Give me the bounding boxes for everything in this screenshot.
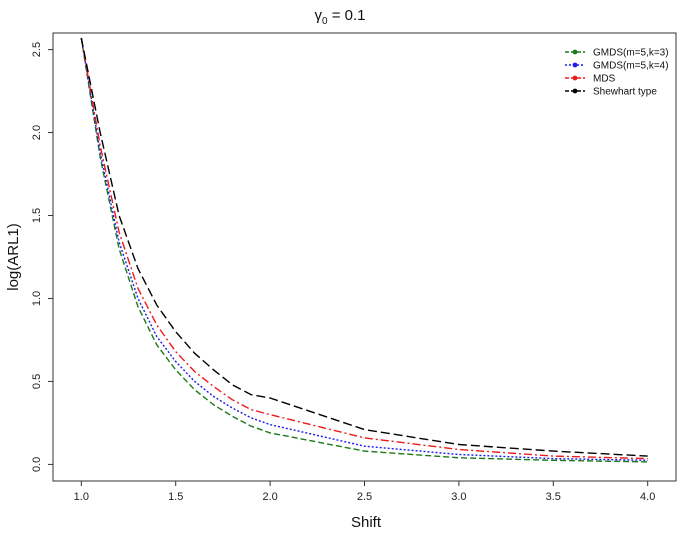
y-tick-label: 1.0 bbox=[31, 291, 43, 306]
chart-title: γ0 = 0.1 bbox=[314, 7, 365, 27]
legend-label-2: GMDS(m=5,k=4) bbox=[593, 61, 669, 72]
series-lines bbox=[80, 37, 648, 463]
series-line-2 bbox=[80, 37, 648, 461]
legend-marker-2 bbox=[572, 62, 578, 68]
legend: GMDS(m=5,k=3) GMDS(m=5,k=4) MDS Shewhart ty… bbox=[565, 48, 669, 98]
x-tick-label: 2.5 bbox=[357, 491, 372, 503]
y-axis: 0.0 0.5 1.0 1.5 2.0 2.5 bbox=[31, 42, 53, 472]
chart-title-rest: = 0.1 bbox=[328, 7, 366, 24]
y-tick-label: 2.5 bbox=[31, 42, 43, 57]
x-axis-title: Shift bbox=[351, 514, 382, 531]
x-tick-label: 1.0 bbox=[74, 491, 89, 503]
y-tick-label: 2.0 bbox=[31, 125, 43, 140]
series-line-4 bbox=[80, 37, 648, 457]
legend-label-3: MDS bbox=[593, 74, 616, 85]
y-axis-title: log(ARL1) bbox=[5, 223, 22, 291]
x-tick-label: 4.0 bbox=[640, 491, 655, 503]
y-tick-label: 0.0 bbox=[31, 457, 43, 472]
series-line-3 bbox=[80, 37, 648, 460]
legend-marker-1 bbox=[572, 49, 578, 55]
x-tick-label: 2.0 bbox=[262, 491, 277, 503]
chart-title-subscript: 0 bbox=[322, 16, 328, 27]
x-axis: 1.0 1.5 2.0 2.5 3.0 3.5 4.0 bbox=[74, 481, 655, 503]
x-tick-label: 3.5 bbox=[546, 491, 561, 503]
legend-label-1: GMDS(m=5,k=3) bbox=[593, 48, 669, 59]
legend-label-4: Shewhart type bbox=[593, 87, 657, 98]
plot-frame bbox=[52, 32, 677, 482]
y-tick-label: 0.5 bbox=[31, 374, 43, 389]
x-tick-label: 3.0 bbox=[451, 491, 466, 503]
y-tick-label: 1.5 bbox=[31, 208, 43, 223]
legend-marker-3 bbox=[572, 75, 578, 81]
x-tick-label: 1.5 bbox=[168, 491, 183, 503]
series-line-1 bbox=[80, 37, 648, 463]
chart-title-greek: γ bbox=[314, 7, 322, 24]
legend-marker-4 bbox=[572, 88, 578, 94]
